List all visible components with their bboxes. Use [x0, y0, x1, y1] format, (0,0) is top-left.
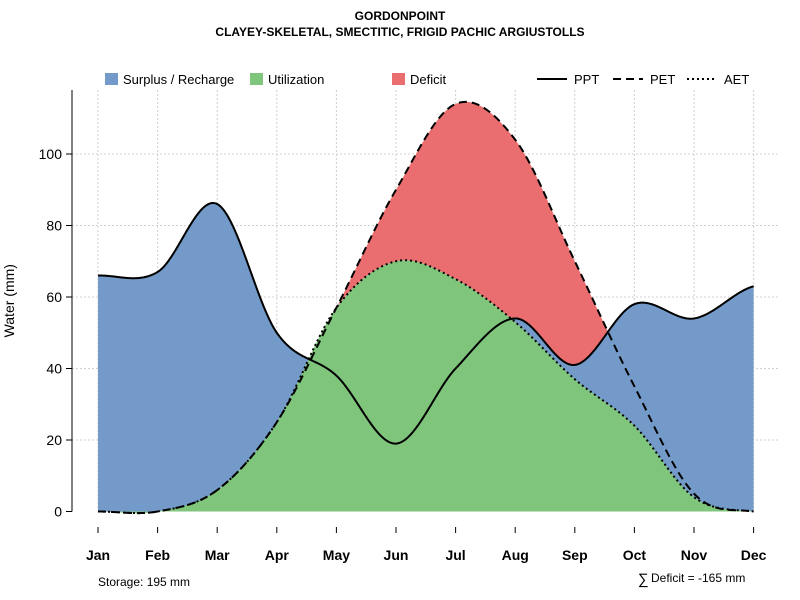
x-tick-label-jan: Jan	[86, 547, 110, 563]
axes: 0 20 40 60 80 100 Jan Feb Mar Apr May Jun Jul Aug Sep O…	[1, 90, 767, 563]
y-tick-label-40: 40	[46, 361, 62, 377]
x-tick-label-mar: Mar	[205, 547, 230, 563]
series-lines	[97, 100, 754, 515]
legend-label-deficit: Deficit	[410, 72, 447, 87]
x-tick-label-feb: Feb	[145, 547, 170, 563]
x-tick-label-jul: Jul	[445, 547, 465, 563]
legend-label-utilization: Utilization	[268, 72, 324, 87]
y-tick-label-20: 20	[46, 432, 62, 448]
x-tick-label-jun: Jun	[384, 547, 409, 563]
x-tick-label-apr: Apr	[265, 547, 290, 563]
legend-swatch-utilization	[250, 73, 263, 85]
sum-icon: ∑	[638, 571, 649, 588]
deficit-annotation: Deficit = -165 mm	[651, 571, 746, 585]
legend-label-aet: AET	[724, 72, 749, 87]
chart-subtitle: CLAYEY-SKELETAL, SMECTITIC, FRIGID PACHI…	[215, 25, 585, 39]
x-tick-label-may: May	[323, 547, 350, 563]
legend-swatch-deficit	[392, 73, 405, 85]
x-tick-label-oct: Oct	[623, 547, 647, 563]
balance-areas	[98, 101, 754, 514]
x-tick-label-aug: Aug	[502, 547, 529, 563]
utilization-area	[98, 260, 754, 514]
ppt-line	[97, 201, 754, 445]
y-tick-label-100: 100	[39, 146, 63, 162]
y-tick-label-0: 0	[54, 504, 62, 520]
x-tick-label-nov: Nov	[681, 547, 708, 563]
legend-label-ppt: PPT	[574, 72, 599, 87]
y-tick-label-80: 80	[46, 218, 62, 234]
chart-title: GORDONPOINT	[354, 9, 446, 23]
x-tick-label-sep: Sep	[562, 547, 588, 563]
legend-label-pet: PET	[650, 72, 675, 87]
legend-label-surplus-recharge: Surplus / Recharge	[123, 72, 234, 87]
y-tick-label-60: 60	[46, 289, 62, 305]
x-tick-label-dec: Dec	[741, 547, 767, 563]
storage-annotation: Storage: 195 mm	[98, 575, 191, 589]
legend: Surplus / Recharge Utilization Deficit PPT P…	[105, 72, 749, 87]
aet-line	[98, 259, 754, 515]
deficit-area	[98, 101, 754, 514]
legend-swatch-surplus-recharge	[105, 73, 118, 85]
y-axis-label: Water (mm)	[1, 264, 17, 337]
